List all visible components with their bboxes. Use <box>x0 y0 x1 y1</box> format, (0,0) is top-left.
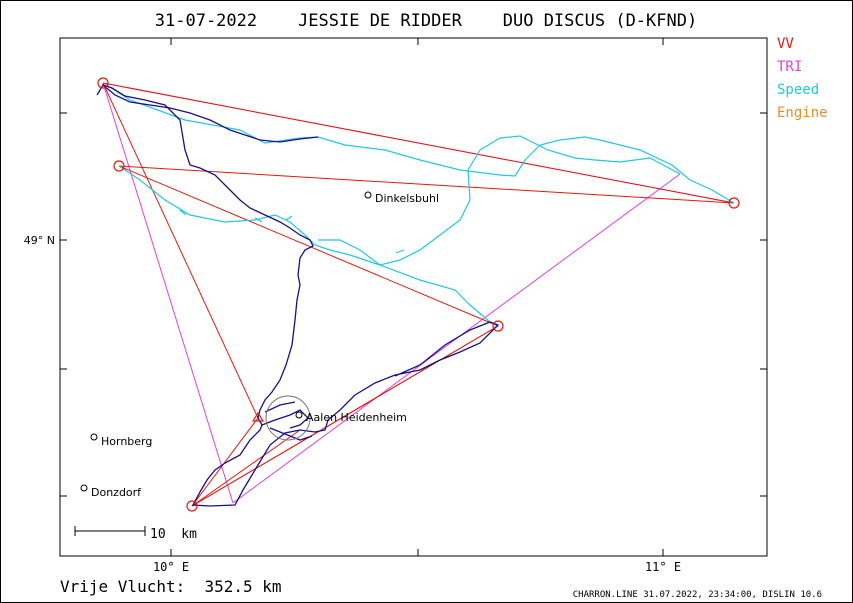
town-hornberg-label: Hornberg <box>101 435 152 448</box>
turnpoints <box>97 77 740 512</box>
map-title: 31-07-2022 JESSIE DE RIDDER DUO DISCUS (… <box>155 11 697 31</box>
town-hornberg-marker <box>90 433 98 441</box>
town-dinkelsbuhl-label: Dinkelsbuhl <box>375 192 439 205</box>
vv-route <box>102 82 735 507</box>
turnpoint-marker <box>728 197 740 209</box>
distance-label: Vrije Vlucht: 352.5 km <box>60 577 282 596</box>
plot-frame <box>59 37 768 557</box>
town-aalen-marker <box>295 411 303 419</box>
scale-bar <box>74 526 146 536</box>
town-dinkelsbuhl-marker <box>364 191 372 199</box>
town-donzdorf-marker <box>80 484 88 492</box>
legend-vv: VV <box>777 36 794 52</box>
turnpoint-marker <box>186 500 198 512</box>
lon-label-11e: 11° E <box>645 560 681 574</box>
speed-track <box>104 83 735 327</box>
lon-label-10e: 10° E <box>153 560 189 574</box>
flight-track <box>96 84 500 507</box>
lat-label: 49° N <box>24 234 55 247</box>
legend-tri: TRI <box>777 59 802 75</box>
start-triangle <box>251 411 265 422</box>
turnpoint-marker <box>113 160 125 172</box>
credit-label: CHARRON.LINE 31.07.2022, 23:34:00, DISLI… <box>573 590 822 600</box>
turnpoint-marker <box>492 320 504 332</box>
town-markers <box>80 191 372 492</box>
town-aalen-label: Aalen Heidenheim <box>306 411 407 424</box>
legend-speed: Speed <box>777 82 819 98</box>
tri-route <box>102 82 735 504</box>
turnpoint-marker <box>97 77 109 89</box>
town-donzdorf-label: Donzdorf <box>91 486 142 499</box>
axis-ticks <box>60 38 767 556</box>
legend-engine: Engine <box>777 105 828 121</box>
legend: VV TRI Speed Engine <box>777 36 828 121</box>
start-circle <box>265 395 311 441</box>
scale-label: 10 km <box>150 527 197 542</box>
